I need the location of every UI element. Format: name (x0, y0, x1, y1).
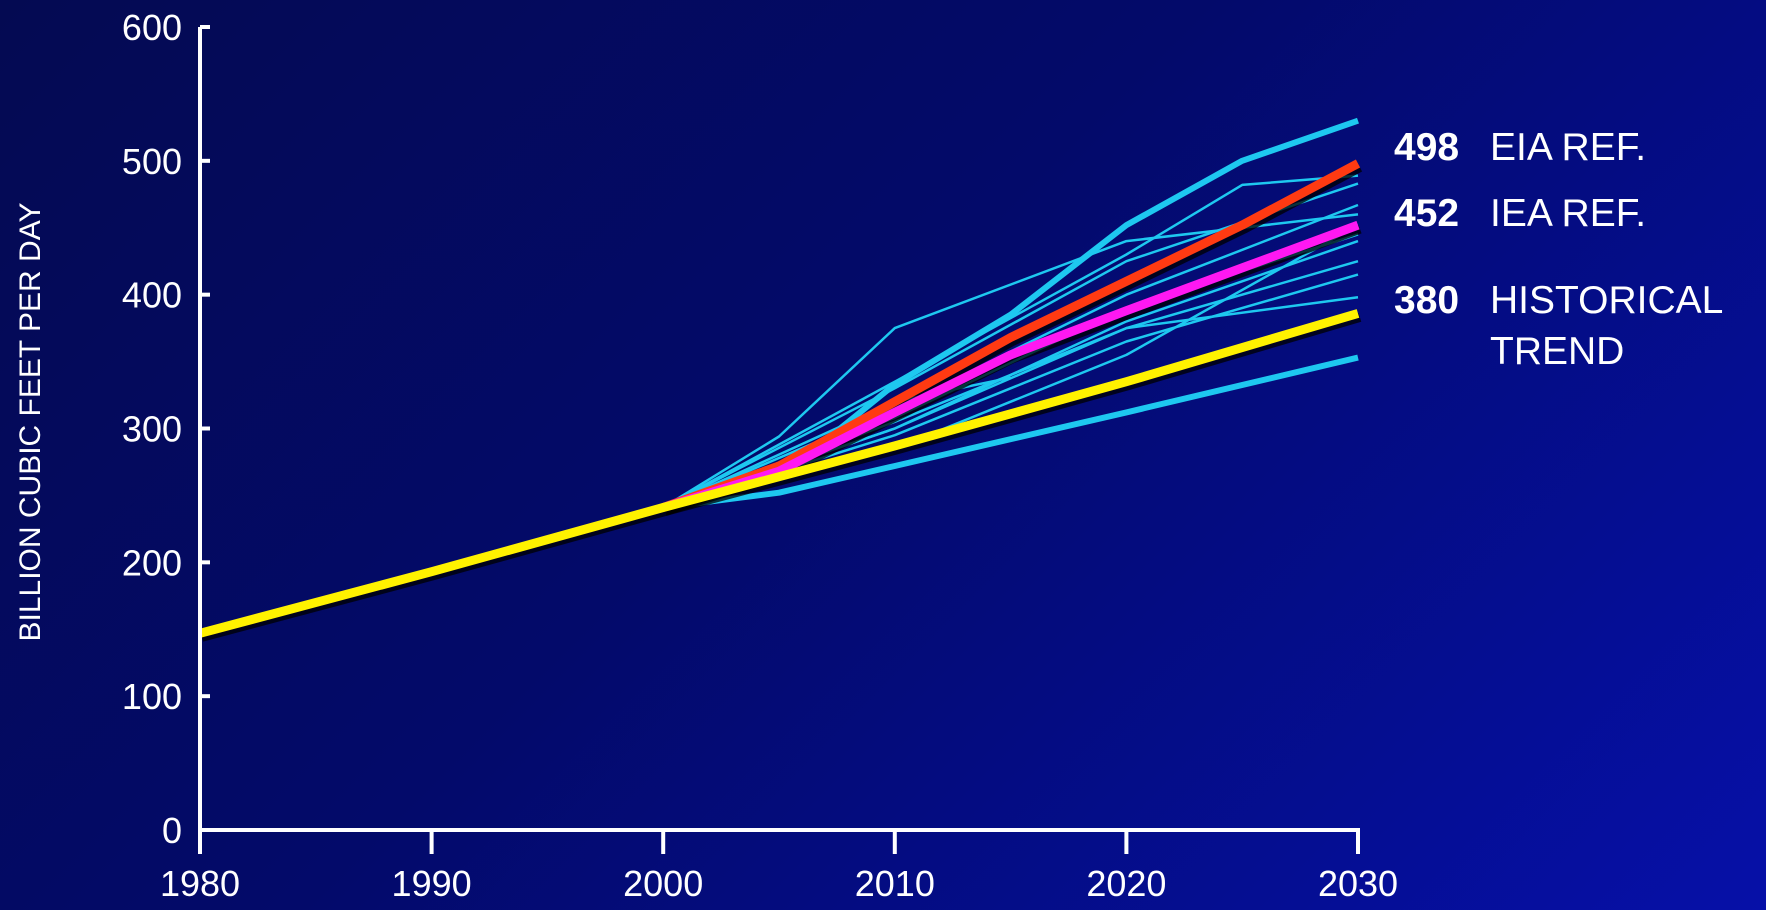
series-layer (198, 117, 1363, 642)
annotation-label: IEA REF. (1490, 192, 1646, 235)
series-line-historical-trend (198, 309, 1360, 638)
series-line-eia-ref (661, 159, 1361, 512)
axes-layer (198, 27, 1358, 832)
annotation-value: 452 (1394, 192, 1459, 235)
annotation-label-line2: TREND (1490, 330, 1624, 373)
y-tick-label: 200 (122, 542, 182, 583)
annotation-label: EIA REF. (1490, 126, 1646, 169)
y-tick-label: 0 (162, 810, 182, 851)
series-line-projection-0 (662, 213, 1359, 509)
x-tick-label: 1980 (160, 863, 240, 904)
x-tick-label: 2000 (623, 863, 703, 904)
ticks-layer: 0 100 200 300 400 500 600 1980 1990 2000 2010 2020 2… (122, 7, 1398, 904)
x-tick-label: 1990 (392, 863, 472, 904)
series-line-iea-ref (661, 220, 1360, 512)
y-tick-label: 600 (122, 7, 182, 48)
y-tick-label: 500 (122, 141, 182, 182)
x-tick-label: 2010 (855, 863, 935, 904)
y-tick-label: 300 (122, 409, 182, 450)
annotation-label: HISTORICAL (1490, 279, 1723, 322)
annotation-value: 498 (1394, 126, 1459, 169)
annotation-value: 380 (1394, 279, 1459, 322)
series-line-projection-1 (662, 174, 1359, 509)
x-tick-label: 2030 (1318, 863, 1398, 904)
x-tick-label: 2020 (1086, 863, 1166, 904)
y-tick-label: 100 (122, 676, 182, 717)
y-tick-label: 400 (122, 275, 182, 316)
annotations-layer: 498 EIA REF. 452 IEA REF. 380 HISTORICAL TREND (1394, 126, 1723, 373)
y-axis-label: BILLION CUBIC FEET PER DAY (14, 203, 47, 642)
series-line-projection-12 (662, 354, 1359, 511)
